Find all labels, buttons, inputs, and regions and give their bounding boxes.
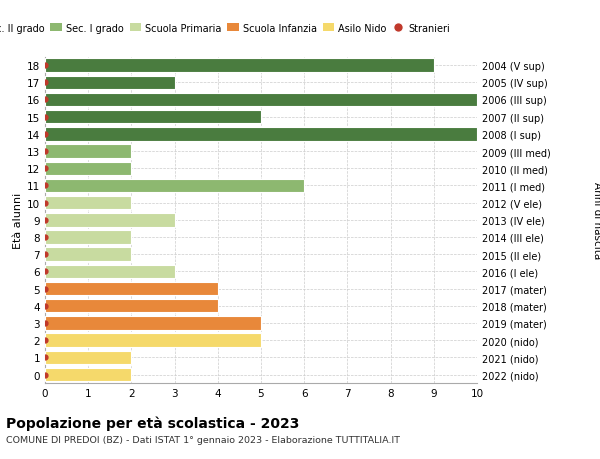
Bar	[45, 76, 175, 90]
Legend: Sec. II grado, Sec. I grado, Scuola Primaria, Scuola Infanzia, Asilo Nido, Stran: Sec. II grado, Sec. I grado, Scuola Prim…	[0, 20, 454, 38]
Bar	[45, 231, 131, 244]
Bar	[45, 162, 131, 175]
Text: Popolazione per età scolastica - 2023: Popolazione per età scolastica - 2023	[6, 415, 299, 430]
Bar	[45, 59, 434, 73]
Bar	[45, 368, 131, 381]
Bar	[45, 265, 175, 279]
Bar	[45, 299, 218, 313]
Bar	[45, 111, 261, 124]
Bar	[45, 128, 477, 141]
Bar	[45, 213, 175, 227]
Text: Anni di nascita: Anni di nascita	[592, 182, 600, 259]
Bar	[45, 282, 218, 296]
Bar	[45, 196, 131, 210]
Bar	[45, 334, 261, 347]
Bar	[45, 94, 477, 107]
Text: COMUNE DI PREDOI (BZ) - Dati ISTAT 1° gennaio 2023 - Elaborazione TUTTITALIA.IT: COMUNE DI PREDOI (BZ) - Dati ISTAT 1° ge…	[6, 435, 400, 444]
Bar	[45, 317, 261, 330]
Y-axis label: Età alunni: Età alunni	[13, 192, 23, 248]
Bar	[45, 248, 131, 261]
Bar	[45, 145, 131, 158]
Bar	[45, 179, 304, 193]
Bar	[45, 351, 131, 364]
